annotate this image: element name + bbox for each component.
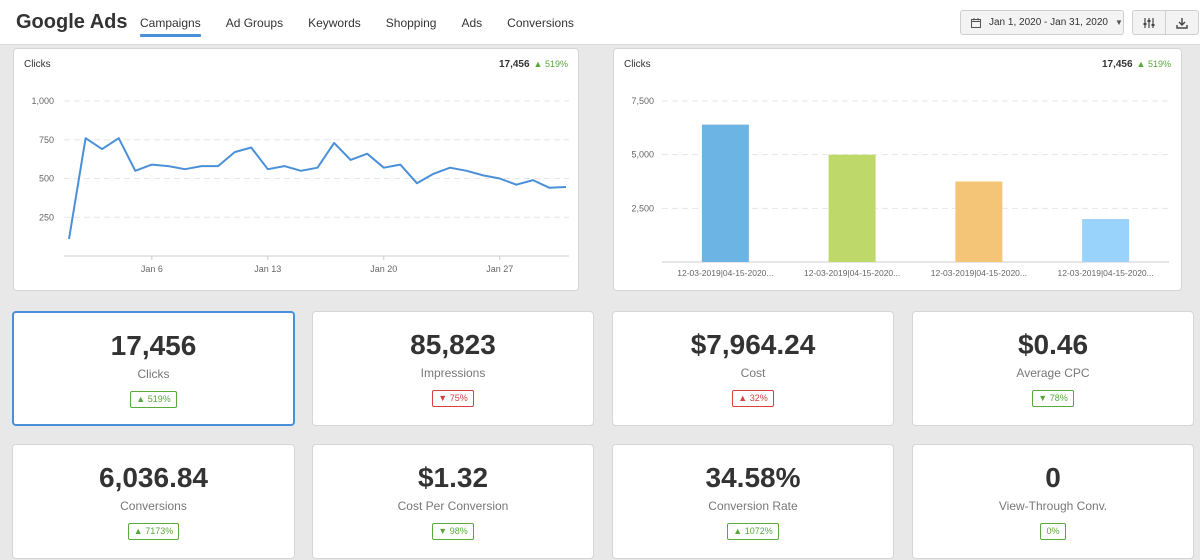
tab-conversions[interactable]: Conversions	[507, 16, 574, 30]
top-bar: Google Ads Campaigns Ad Groups Keywords …	[0, 0, 1200, 45]
metric-card-average-cpc[interactable]: $0.46 Average CPC ▼ 78%	[912, 311, 1194, 426]
tab-keywords[interactable]: Keywords	[308, 16, 361, 30]
metric-value: 0	[1045, 462, 1061, 493]
settings-button[interactable]	[1132, 10, 1166, 35]
x-tick-label: 12-03-2019|04-15-2020...	[1057, 268, 1153, 278]
metric-card-clicks[interactable]: 17,456 Clicks ▲ 519%	[12, 311, 295, 426]
y-tick-label: 500	[39, 174, 54, 184]
change-value: 32%	[749, 393, 768, 403]
arrow-down-icon: ▼	[438, 393, 448, 403]
metric-card-cost-per-conversion[interactable]: $1.32 Cost Per Conversion ▼ 98%	[312, 444, 594, 559]
metric-card-conversions[interactable]: 6,036.84 Conversions ▲ 7173%	[12, 444, 295, 559]
chart-change: ▲ 519%	[1136, 59, 1171, 69]
tab-ad-groups[interactable]: Ad Groups	[225, 16, 284, 30]
download-button[interactable]	[1165, 10, 1199, 35]
arrow-down-icon: ▼	[1038, 393, 1048, 403]
app-title: Google Ads	[16, 11, 128, 33]
metric-label: Cost	[740, 366, 766, 380]
metric-label: Clicks	[137, 367, 170, 381]
change-badge: ▲ 32%	[732, 390, 774, 407]
tab-campaigns[interactable]: Campaigns	[140, 0, 201, 45]
metric-value: 6,036.84	[99, 462, 208, 493]
main-nav: Campaigns Ad Groups Keywords Shopping Ad…	[140, 0, 599, 45]
arrow-up-icon: ▲	[133, 526, 143, 536]
chart-total: 17,456 ▲ 519%	[1102, 59, 1171, 70]
metric-card-cost[interactable]: $7,964.24 Cost ▲ 32%	[612, 311, 894, 426]
x-tick-label: 12-03-2019|04-15-2020...	[804, 268, 900, 278]
bar	[955, 181, 1003, 262]
metric-label: Average CPC	[1016, 366, 1090, 380]
metric-label: View-Through Conv.	[998, 499, 1108, 513]
chart-total: 17,456 ▲ 519%	[499, 59, 568, 70]
chart-change-value: 519%	[1147, 59, 1171, 69]
bar	[828, 154, 876, 262]
metric-value: $7,964.24	[690, 329, 816, 360]
metric-value: 34.58%	[705, 462, 801, 493]
bar	[1082, 219, 1130, 262]
change-value: 519%	[147, 394, 171, 404]
tab-shopping[interactable]: Shopping	[385, 16, 437, 30]
change-badge: ▼ 75%	[432, 390, 474, 407]
bar	[701, 124, 749, 262]
line-chart: 250 500 750 1,000 Jan 6 Jan 13 Jan 20 Jan 27	[31, 96, 569, 274]
bar-chart: 2,500 5,000 7,500 12-03-2019|04-15-2020... 1…	[631, 96, 1169, 278]
change-value: 75%	[449, 393, 468, 403]
y-tick-label: 2,500	[631, 203, 654, 213]
x-tick-label: 12-03-2019|04-15-2020...	[931, 268, 1027, 278]
download-icon	[1176, 17, 1188, 29]
metric-label: Conversion Rate	[708, 499, 798, 513]
date-range-picker[interactable]: Jan 1, 2020 - Jan 31, 2020 ▼	[960, 10, 1124, 35]
calendar-icon	[971, 17, 981, 28]
metric-value: $0.46	[1017, 329, 1089, 360]
y-tick-label: 750	[39, 135, 54, 145]
date-range-label: Jan 1, 2020 - Jan 31, 2020	[989, 17, 1108, 28]
metric-value: 85,823	[410, 329, 496, 360]
y-tick-label: 5,000	[631, 150, 654, 160]
sliders-icon	[1143, 17, 1155, 28]
metric-card-impressions[interactable]: 85,823 Impressions ▼ 75%	[312, 311, 594, 426]
x-tick-label: Jan 6	[141, 264, 163, 274]
metric-label: Impressions	[420, 366, 486, 380]
line-chart-card: Clicks 17,456 ▲ 519% 250 500 750 1,000 Jan 6 J…	[13, 48, 579, 291]
metric-value: 17,456	[110, 330, 197, 361]
chevron-down-icon: ▼	[1114, 18, 1123, 27]
change-value: 1072%	[744, 526, 773, 536]
change-badge: ▼ 98%	[432, 523, 474, 540]
metric-card-view-through-conv[interactable]: 0 View-Through Conv. 0%	[912, 444, 1194, 559]
change-value: 78%	[1049, 393, 1068, 403]
arrow-up-icon: ▲	[738, 393, 748, 403]
tab-ads[interactable]: Ads	[461, 16, 483, 30]
change-value: 98%	[449, 526, 468, 536]
bar-chart-card: Clicks 17,456 ▲ 519% 2,500 5,000 7,500 12-03…	[613, 48, 1182, 291]
arrow-up-icon: ▲	[733, 526, 743, 536]
metric-value: $1.32	[417, 462, 489, 493]
clicks-series-line	[68, 137, 567, 240]
y-tick-label: 1,000	[31, 96, 54, 106]
arrow-up-icon: ▲	[136, 394, 146, 404]
x-tick-label: Jan 27	[486, 264, 513, 274]
x-tick-label: Jan 20	[370, 264, 397, 274]
change-value: 0%	[1046, 526, 1060, 536]
change-badge: ▲ 7173%	[127, 523, 180, 540]
x-tick-label: Jan 13	[254, 264, 281, 274]
chart-change-value: 519%	[544, 59, 568, 69]
metric-label: Cost Per Conversion	[397, 499, 509, 513]
arrow-down-icon: ▼	[438, 526, 448, 536]
change-badge: ▲ 519%	[130, 391, 177, 408]
y-tick-label: 7,500	[631, 96, 654, 106]
chart-title: Clicks	[24, 59, 51, 70]
change-badge: ▼ 78%	[1032, 390, 1074, 407]
y-tick-label: 250	[39, 212, 54, 222]
metric-label: Conversions	[120, 499, 187, 513]
chart-total-value: 17,456	[498, 59, 530, 70]
chart-total-value: 17,456	[1101, 59, 1133, 70]
metric-card-conversion-rate[interactable]: 34.58% Conversion Rate ▲ 1072%	[612, 444, 894, 559]
change-value: 7173%	[145, 526, 174, 536]
change-badge: ▲ 1072%	[727, 523, 779, 540]
chart-title: Clicks	[624, 59, 651, 70]
chart-change: ▲ 519%	[533, 59, 568, 69]
x-tick-label: 12-03-2019|04-15-2020...	[677, 268, 773, 278]
change-badge: 0%	[1040, 523, 1066, 540]
